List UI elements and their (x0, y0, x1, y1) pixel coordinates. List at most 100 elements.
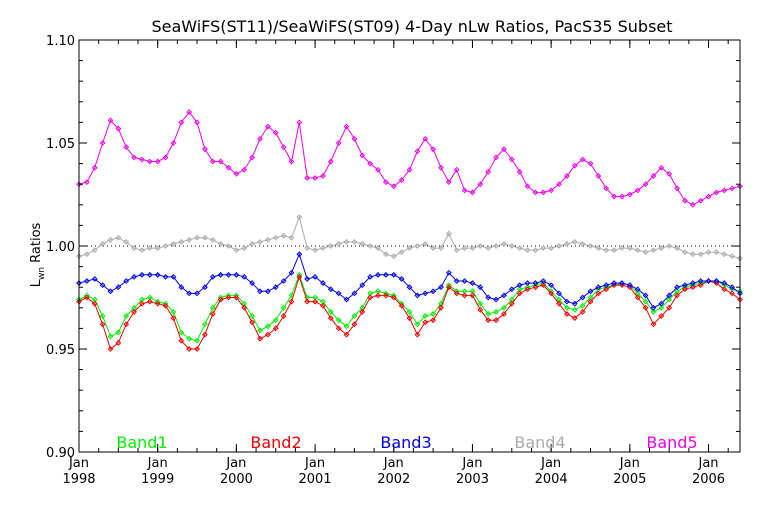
data-point (619, 193, 625, 200)
data-point (493, 243, 499, 249)
x-tick-label-month: Jan (698, 456, 719, 471)
data-point (170, 140, 177, 146)
data-point (272, 234, 279, 241)
data-point (595, 284, 602, 291)
data-point (304, 245, 311, 251)
data-point (540, 189, 547, 196)
data-point (139, 300, 145, 307)
data-point (548, 245, 555, 251)
data-point (99, 241, 106, 247)
data-point (398, 177, 405, 183)
data-point (469, 280, 476, 286)
data-point (123, 144, 130, 151)
data-point (414, 331, 421, 338)
data-point (493, 296, 499, 303)
data-point (154, 245, 161, 251)
data-point (571, 306, 578, 313)
data-point (493, 317, 499, 324)
data-point (556, 243, 562, 249)
data-point (650, 304, 657, 311)
data-point (658, 245, 665, 251)
legend-item-band2: Band2 (250, 433, 301, 452)
data-point (115, 284, 122, 291)
series-band3 (76, 251, 743, 311)
axes: 0.900.951.001.051.10Jan1998Jan1999Jan200… (46, 34, 741, 487)
data-point (264, 331, 271, 338)
series-band1 (76, 271, 743, 344)
series-band4 (76, 214, 743, 262)
data-point (146, 158, 153, 165)
data-point (579, 294, 586, 301)
data-point (225, 164, 232, 171)
data-point (682, 249, 688, 256)
data-point (280, 232, 287, 239)
data-point (485, 245, 492, 251)
legend: Band1 Band2 Band3 Band4 Band5 (116, 433, 697, 452)
data-point (642, 292, 649, 299)
data-point (335, 241, 342, 247)
data-point (201, 321, 208, 328)
data-point (99, 313, 106, 319)
data-point (414, 292, 421, 299)
data-point (438, 284, 444, 291)
data-point (107, 346, 114, 352)
data-point (343, 323, 350, 330)
data-point (280, 144, 287, 151)
data-point (422, 241, 429, 247)
data-point (233, 294, 240, 301)
data-point (721, 286, 728, 293)
data-point (619, 245, 625, 251)
data-point (225, 271, 232, 278)
data-point (272, 129, 279, 136)
data-point (445, 179, 452, 186)
data-point (430, 245, 437, 251)
data-point (705, 278, 712, 284)
data-point (477, 181, 484, 188)
data-point (430, 311, 437, 317)
data-point (304, 175, 311, 181)
data-point (430, 317, 437, 324)
data-point (335, 290, 342, 297)
data-point (115, 234, 122, 241)
data-point (194, 234, 200, 241)
data-point (146, 271, 153, 278)
data-point (186, 109, 193, 116)
data-point (257, 335, 263, 342)
data-point (626, 245, 633, 251)
data-point (146, 245, 153, 251)
data-point (571, 238, 578, 245)
x-tick-label-year: 2001 (299, 472, 332, 487)
x-tick-label-year: 2006 (692, 472, 725, 487)
data-point (99, 140, 106, 146)
data-point (634, 294, 641, 301)
legend-item-band4: Band4 (514, 433, 565, 452)
data-point (477, 306, 484, 313)
data-point (493, 309, 499, 315)
data-point (721, 187, 728, 194)
x-tick-label-year: 2002 (377, 472, 410, 487)
data-point (729, 290, 736, 297)
data-point (556, 300, 562, 307)
data-point (123, 278, 130, 284)
data-point (131, 245, 137, 251)
data-point (170, 309, 177, 315)
data-point (626, 191, 633, 198)
data-point (194, 346, 200, 352)
data-point (540, 282, 547, 289)
data-point (658, 300, 665, 307)
data-point (445, 284, 452, 291)
data-point (280, 278, 287, 284)
data-point (382, 271, 389, 278)
data-point (642, 181, 649, 188)
legend-item-band5: Band5 (646, 433, 697, 452)
data-point (438, 245, 444, 251)
data-point (414, 148, 421, 155)
data-point (524, 280, 531, 286)
data-point (241, 166, 248, 173)
data-point (343, 296, 350, 303)
data-point (99, 321, 106, 328)
data-point (327, 286, 334, 293)
x-tick-label-month: Jan (147, 456, 168, 471)
data-point (556, 290, 562, 297)
data-point (430, 288, 437, 295)
